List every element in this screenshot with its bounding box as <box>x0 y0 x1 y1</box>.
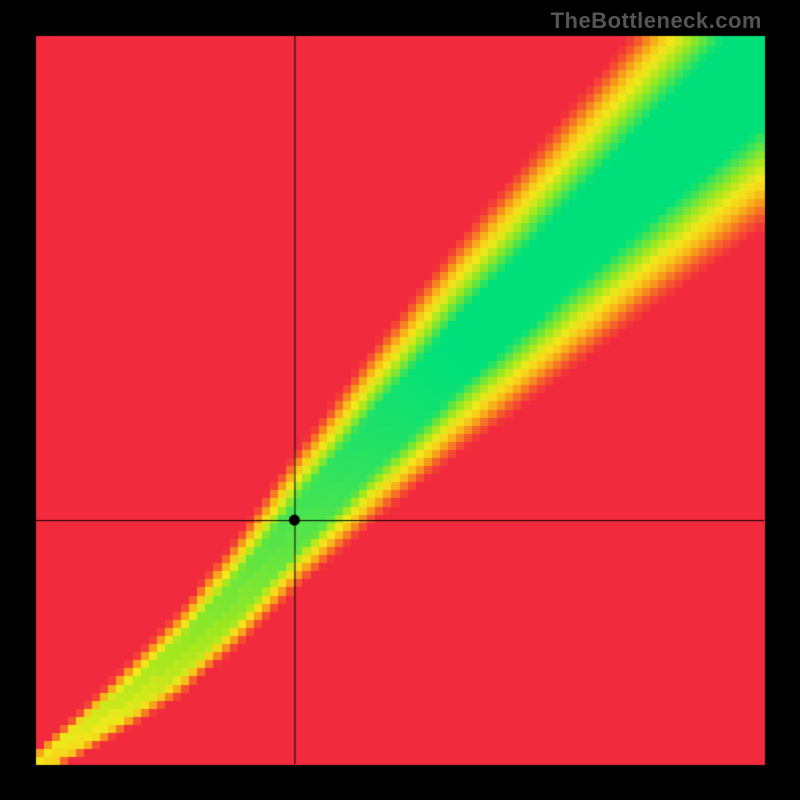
bottleneck-heatmap <box>0 0 800 800</box>
watermark-text: TheBottleneck.com <box>551 8 762 34</box>
chart-container: TheBottleneck.com <box>0 0 800 800</box>
